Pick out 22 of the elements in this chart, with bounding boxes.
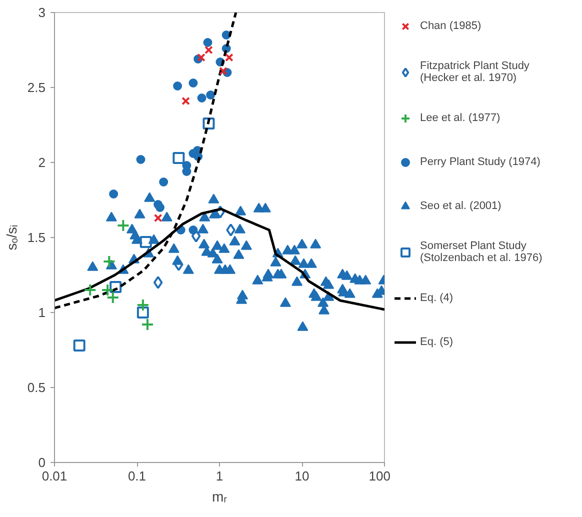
legend-label: Lee et al. (1977) [420, 112, 500, 124]
x-tick-label: 10 [294, 468, 310, 484]
y-tick-label: 1.5 [27, 230, 46, 245]
legend-label: Seo et al. (2001) [420, 200, 502, 212]
legend-label: Fitzpatrick Plant Study (Hecker et al. 1970) [420, 60, 530, 84]
x-tick-label: 100 [368, 468, 391, 484]
legend-label: Chan (1985) [420, 20, 482, 32]
x-tick-label: 1 [216, 468, 224, 484]
y-axis-title: sₒ/sᵢ [3, 224, 20, 250]
x-tick-label: 0.01 [42, 468, 68, 484]
y-tick-label: 0 [38, 455, 46, 470]
y-tick-label: 0.5 [27, 380, 46, 395]
y-tick-label: 2 [38, 155, 46, 170]
legend-label: Eq. (5) [420, 336, 454, 348]
legend-label: Perry Plant Study (1974) [420, 156, 540, 168]
y-tick-label: 1 [38, 305, 46, 320]
y-tick-label: 3 [38, 5, 46, 20]
x-axis-title: mᵣ [212, 488, 228, 504]
y-tick-label: 2.5 [27, 80, 46, 95]
legend-label: Eq. (4) [420, 292, 454, 304]
legend-label: Somerset Plant Study (Stolzenbach et al. 1976) [420, 240, 542, 264]
x-tick-label: 0.1 [128, 468, 146, 484]
